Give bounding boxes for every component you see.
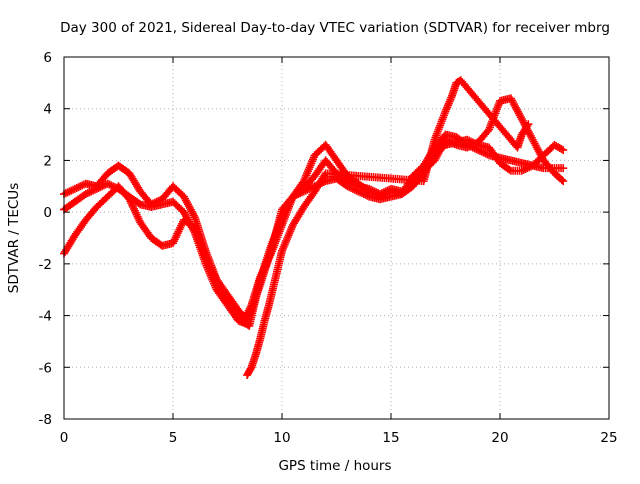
data-point-marker: [292, 190, 301, 199]
data-point-marker: [74, 183, 83, 192]
data-point-marker: [61, 189, 70, 198]
data-point-marker: [524, 120, 533, 129]
data-point-marker: [99, 181, 108, 190]
series-track-4: [243, 76, 533, 380]
data-point-marker: [557, 175, 566, 184]
data-point-marker: [103, 179, 112, 188]
data-point-marker: [81, 190, 90, 199]
x-tick-label: 5: [169, 430, 178, 446]
x-axis-label: GPS time / hours: [278, 458, 391, 474]
data-point-marker: [523, 164, 532, 173]
data-point-marker: [92, 184, 101, 193]
data-point-marker: [357, 189, 366, 198]
data-point-marker: [559, 146, 568, 155]
data-point-marker: [363, 191, 372, 200]
data-point-marker: [303, 185, 312, 194]
data-point-marker: [472, 140, 481, 149]
data-point-marker: [559, 164, 568, 173]
data-point-marker: [98, 182, 107, 191]
data-point-marker: [290, 191, 299, 200]
data-point-marker: [359, 190, 368, 199]
data-point-marker: [345, 183, 354, 192]
y-tick-label: 2: [43, 153, 52, 169]
data-point-marker: [348, 184, 357, 193]
data-point-marker: [105, 180, 114, 189]
data-point-marker: [65, 187, 74, 196]
y-tick-label: 6: [43, 50, 52, 66]
x-tick-label: 15: [382, 430, 399, 446]
data-point-marker: [525, 163, 534, 172]
plot-frame: [63, 56, 610, 420]
data-point-marker: [70, 184, 79, 193]
data-point-marker: [517, 166, 526, 175]
data-point-marker: [72, 184, 81, 193]
y-tick-label: 0: [43, 205, 52, 221]
data-point-marker: [465, 136, 474, 145]
chart-title: Day 300 of 2021, Sidereal Day-to-day VTE…: [60, 20, 610, 36]
series-track-3: [60, 135, 568, 330]
data-point-marker: [76, 182, 85, 191]
x-tick-label: 10: [273, 430, 290, 446]
y-axis-label: SDTVAR / TECUs: [6, 183, 22, 293]
x-tick-label: 25: [600, 430, 617, 446]
data-point-marker: [463, 143, 472, 152]
data-point-marker: [367, 185, 376, 194]
data-point-marker: [481, 149, 490, 158]
data-point-marker: [94, 184, 103, 193]
data-point-marker: [521, 165, 530, 174]
data-point-marker: [63, 188, 72, 197]
axis-ticks: 0 5 10 15 20 25 -8 -6 -4 -2 0 2 4 6: [39, 50, 618, 446]
grid-lines: [64, 57, 609, 419]
data-point-marker: [288, 192, 297, 201]
data-point-marker: [361, 190, 370, 199]
data-point-marker: [89, 186, 98, 195]
data-point-marker: [87, 187, 96, 196]
data-point-marker: [350, 185, 359, 194]
data-point-marker: [347, 184, 356, 193]
data-point-marker: [468, 138, 477, 147]
data-point-marker: [294, 190, 303, 199]
data-point-marker: [365, 184, 374, 193]
data-point-marker: [368, 186, 377, 195]
data-point-marker: [69, 185, 78, 194]
y-tick-label: -8: [39, 412, 52, 428]
data-point-marker: [85, 188, 94, 197]
data-point-marker: [96, 183, 105, 192]
data-point-marker: [107, 181, 116, 190]
y-tick-label: 4: [43, 102, 52, 118]
data-point-marker: [466, 137, 475, 146]
data-point-marker: [297, 188, 306, 197]
x-tick-label: 0: [60, 430, 69, 446]
y-tick-label: -2: [39, 257, 52, 273]
data-point-marker: [83, 189, 92, 198]
data-point-marker: [559, 177, 568, 186]
data-point-marker: [90, 185, 99, 194]
data-point-marker: [557, 145, 566, 154]
data-points: [60, 76, 568, 380]
data-point-marker: [505, 165, 514, 174]
data-point-marker: [301, 186, 310, 195]
y-tick-label: -4: [39, 309, 52, 325]
data-point-marker: [299, 187, 308, 196]
y-tick-label: -6: [39, 360, 52, 376]
data-point-marker: [519, 165, 528, 174]
data-point-marker: [67, 186, 76, 195]
x-tick-label: 20: [491, 430, 508, 446]
data-point-marker: [78, 181, 87, 190]
data-point-marker: [296, 189, 305, 198]
data-point-marker: [523, 121, 532, 130]
data-point-marker: [383, 186, 392, 195]
data-point-marker: [352, 186, 361, 195]
data-point-marker: [343, 182, 352, 191]
data-point-marker: [463, 135, 472, 144]
data-point-marker: [356, 188, 365, 197]
data-point-marker: [354, 187, 363, 196]
data-point-marker: [470, 139, 479, 148]
series-track-1: [60, 130, 568, 323]
